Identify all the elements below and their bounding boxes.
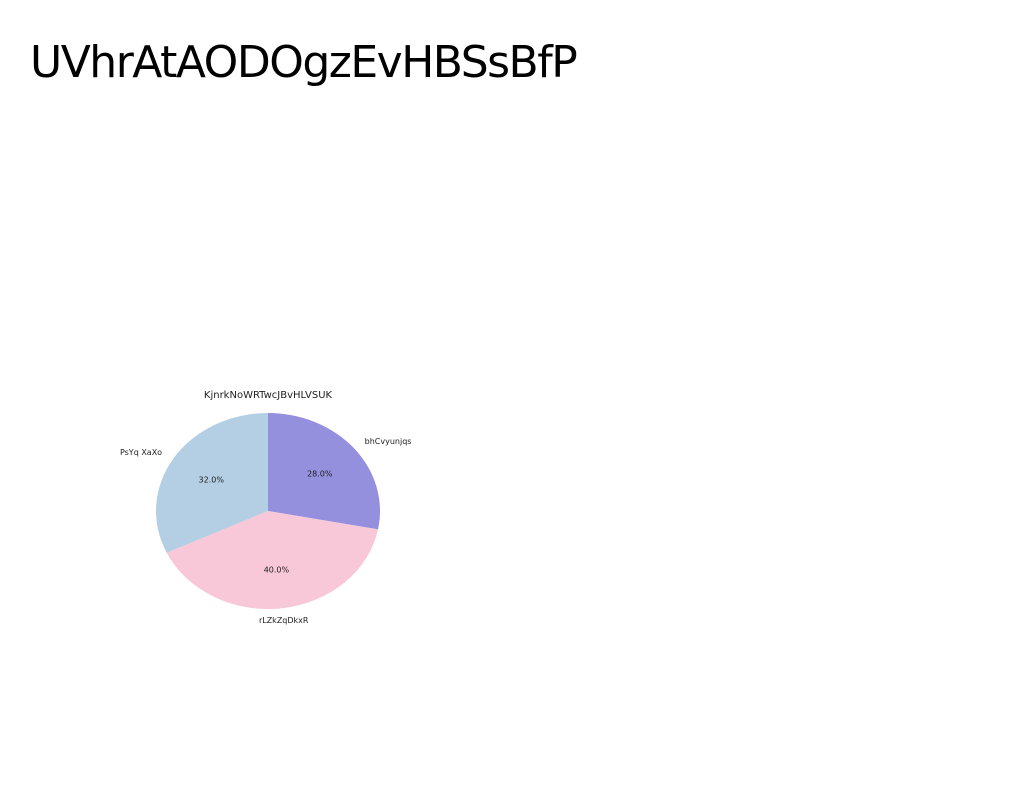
pie-category-label: PsYq XaXo: [120, 448, 162, 457]
slide-title: UVhrAtAODOgzEvHBSsBfP: [30, 30, 576, 96]
pie-slices: [156, 413, 380, 609]
pie-percent-label: 40.0%: [264, 565, 290, 574]
pie-category-label: bhCvyunjqs: [365, 437, 412, 446]
pie-category-label: rLZkZqDkxR: [259, 616, 309, 625]
pie-percent-label: 32.0%: [199, 475, 225, 484]
pie-chart-svg: KjnrkNoWRTwcJBvHLVSUK 28.0% bhCvyunjqs 40.…: [100, 380, 440, 640]
pie-percent-label: 28.0%: [307, 470, 333, 479]
pie-chart: KjnrkNoWRTwcJBvHLVSUK 28.0% bhCvyunjqs 40.…: [100, 380, 440, 640]
chart-title: KjnrkNoWRTwcJBvHLVSUK: [204, 390, 333, 401]
